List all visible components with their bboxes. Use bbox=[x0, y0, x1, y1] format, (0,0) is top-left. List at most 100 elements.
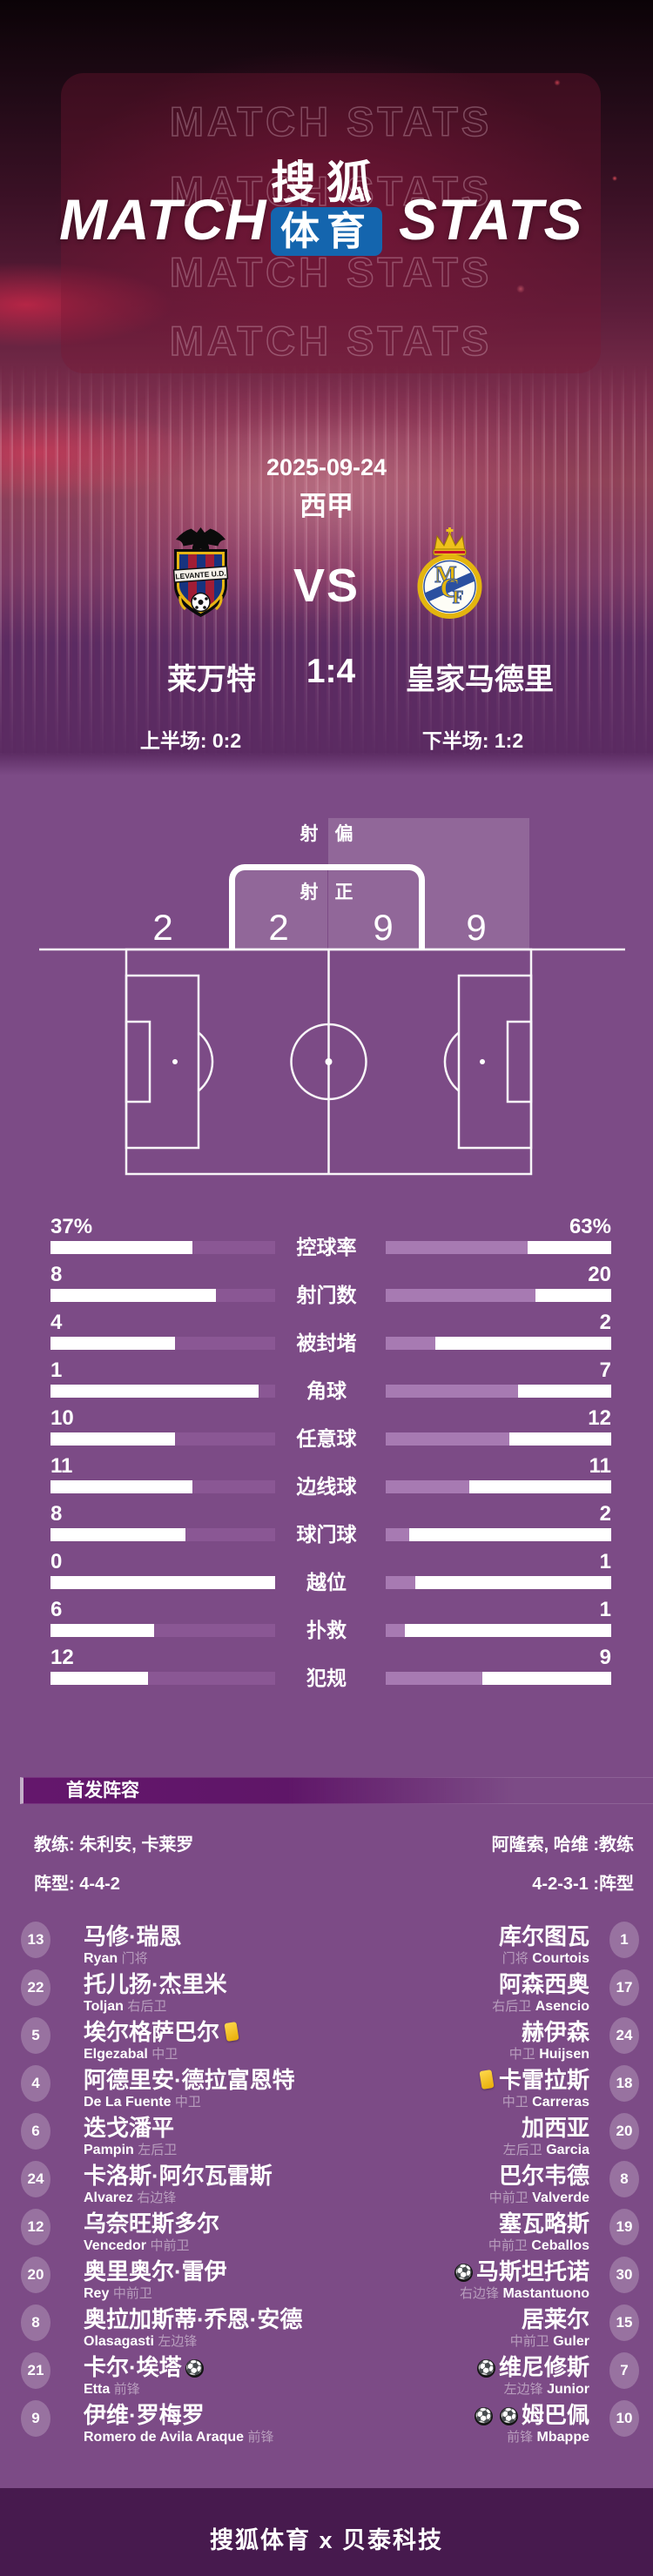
stat-label: 扑救 bbox=[306, 1619, 347, 1641]
player-name: 库尔图瓦 bbox=[498, 1923, 589, 1949]
stat-bar-home bbox=[50, 1528, 275, 1541]
player-number: 1 bbox=[609, 1922, 639, 1958]
player-name: 马修·瑞恩 bbox=[84, 1923, 182, 1949]
player-number: 18 bbox=[609, 2065, 639, 2102]
stat-home-value: 8 bbox=[50, 1502, 63, 1526]
goal-icon: ⚽ bbox=[454, 2264, 473, 2282]
yellow-card-icon bbox=[224, 2022, 239, 2042]
watermark-text: MATCH STATS bbox=[169, 167, 493, 215]
stat-label: 球门球 bbox=[296, 1523, 357, 1546]
player-name: 卡尔·埃塔 ⚽ bbox=[84, 2354, 204, 2380]
stat-bar-home bbox=[50, 1289, 275, 1302]
stat-bar-home bbox=[50, 1337, 275, 1350]
player-info: 中前卫 Ceballos bbox=[488, 2238, 589, 2253]
stat-label: 任意球 bbox=[296, 1427, 357, 1450]
player-number: 19 bbox=[609, 2209, 639, 2245]
first-half-score: 上半场: 0:2 bbox=[139, 729, 242, 752]
svg-text:M: M bbox=[434, 561, 456, 587]
player-name: 巴尔韦德 bbox=[498, 2163, 589, 2189]
player-info: 中卫 Huijsen bbox=[508, 2047, 589, 2062]
player-number: 9 bbox=[21, 2400, 50, 2437]
svg-text:F: F bbox=[453, 587, 464, 607]
stat-home-value: 37% bbox=[50, 1215, 93, 1238]
player-info: 中卫 Carreras bbox=[502, 2095, 589, 2110]
svg-text:C: C bbox=[440, 572, 460, 603]
player-name: 阿德里安·德拉富恩特 bbox=[84, 2067, 295, 2093]
away-shots-on-value: 9 bbox=[373, 907, 394, 948]
stat-bar-home bbox=[50, 1241, 275, 1254]
watermark-text: MATCH STATS bbox=[169, 317, 493, 365]
stat-away-value: 1 bbox=[599, 1550, 611, 1573]
home-shots-off-value: 2 bbox=[152, 907, 173, 948]
player-name: 塞瓦略斯 bbox=[498, 2210, 589, 2237]
svg-text:LEVANTE U.D.: LEVANTE U.D. bbox=[175, 568, 226, 580]
player-number: 12 bbox=[21, 2209, 50, 2245]
player-name: 奥里奥尔·雷伊 bbox=[84, 2258, 227, 2284]
player-info: 门将 Courtois bbox=[502, 1951, 589, 1966]
stat-bar-away bbox=[386, 1432, 611, 1446]
footer-branding: 搜狐体育 x 贝泰科技 bbox=[209, 2527, 444, 2553]
home-formation: 阵型: 4-4-2 bbox=[34, 1875, 120, 1894]
stat-home-value: 12 bbox=[50, 1646, 74, 1669]
lineup-header-label: 首发阵容 bbox=[66, 1781, 139, 1801]
player-info: 中前卫 Guler bbox=[509, 2334, 589, 2349]
league-name: 西甲 bbox=[300, 491, 353, 521]
stat-label: 被封堵 bbox=[296, 1332, 357, 1354]
goal-icon: ⚽ bbox=[474, 2407, 493, 2425]
stat-bar-away bbox=[386, 1385, 611, 1398]
player-number: 8 bbox=[21, 2304, 50, 2341]
player-info: 中前卫 Valverde bbox=[488, 2190, 589, 2205]
stat-bar-away bbox=[386, 1528, 611, 1541]
stat-label: 越位 bbox=[306, 1571, 347, 1593]
player-name: ⚽ 维尼修斯 bbox=[476, 2354, 589, 2380]
stat-label: 控球率 bbox=[296, 1236, 357, 1258]
player-info: 左边锋 Junior bbox=[503, 2382, 589, 2397]
stat-away-value: 2 bbox=[599, 1502, 611, 1526]
away-crest-logo: M C F bbox=[417, 527, 482, 619]
player-info: De La Fuente 中卫 bbox=[84, 2095, 201, 2110]
away-team-name: 皇家马德里 bbox=[406, 663, 554, 696]
player-number: 24 bbox=[21, 2161, 50, 2197]
stat-bar-away bbox=[386, 1241, 611, 1254]
player-info: Etta 前锋 bbox=[84, 2382, 140, 2397]
stat-bar-home bbox=[50, 1385, 275, 1398]
stat-label: 角球 bbox=[306, 1379, 347, 1402]
away-shots-off-value: 9 bbox=[466, 907, 487, 948]
home-team-name: 莱万特 bbox=[167, 663, 256, 696]
stat-bar-away bbox=[386, 1337, 611, 1350]
stat-home-value: 6 bbox=[50, 1598, 63, 1621]
player-number: 30 bbox=[609, 2257, 639, 2293]
player-number: 20 bbox=[21, 2257, 50, 2293]
stat-bar-away bbox=[386, 1289, 611, 1302]
lineup-header: 首发阵容 bbox=[20, 1777, 653, 1804]
home-crest-logo: LEVANTE U.D. bbox=[172, 527, 229, 617]
stat-home-value: 11 bbox=[50, 1454, 73, 1478]
stat-away-value: 63% bbox=[569, 1215, 611, 1238]
hero-banner: MATCH STATS MATCH STATS MATCH STATS MATC… bbox=[0, 0, 653, 780]
title-stats: STATS bbox=[399, 187, 583, 252]
player-name: ⚽ 马斯坦托诺 bbox=[454, 2258, 589, 2284]
stat-bar-away bbox=[386, 1480, 611, 1493]
watermark-text: MATCH STATS bbox=[169, 248, 493, 296]
stat-bar-away bbox=[386, 1672, 611, 1685]
player-info: Pampin 左后卫 bbox=[84, 2143, 178, 2157]
yellow-card-icon bbox=[479, 2070, 495, 2090]
stat-away-value: 7 bbox=[599, 1358, 611, 1382]
stat-away-value: 2 bbox=[599, 1311, 611, 1334]
player-name: 奥拉加斯蒂·乔恩·安德 bbox=[84, 2306, 303, 2332]
footer-bar: 搜狐体育 x 贝泰科技 bbox=[0, 2488, 653, 2576]
player-info: Olasagasti 左边锋 bbox=[84, 2334, 198, 2349]
player-number: 17 bbox=[609, 1969, 639, 2006]
player-number: 7 bbox=[609, 2352, 639, 2389]
stat-bar-away bbox=[386, 1576, 611, 1589]
shots-off-label: 射偏 bbox=[300, 824, 370, 844]
player-number: 13 bbox=[21, 1922, 50, 1958]
player-name: 加西亚 bbox=[521, 2115, 589, 2141]
player-name: 赫伊森 bbox=[521, 2019, 589, 2045]
sohu-logo-text: 搜狐 bbox=[270, 157, 382, 210]
second-half-score: 下半场: 1:2 bbox=[421, 729, 524, 752]
stat-bar-home bbox=[50, 1672, 275, 1685]
shots-on-label: 射正 bbox=[300, 882, 370, 902]
stat-away-value: 12 bbox=[588, 1406, 611, 1430]
title-match: MATCH bbox=[59, 187, 267, 252]
